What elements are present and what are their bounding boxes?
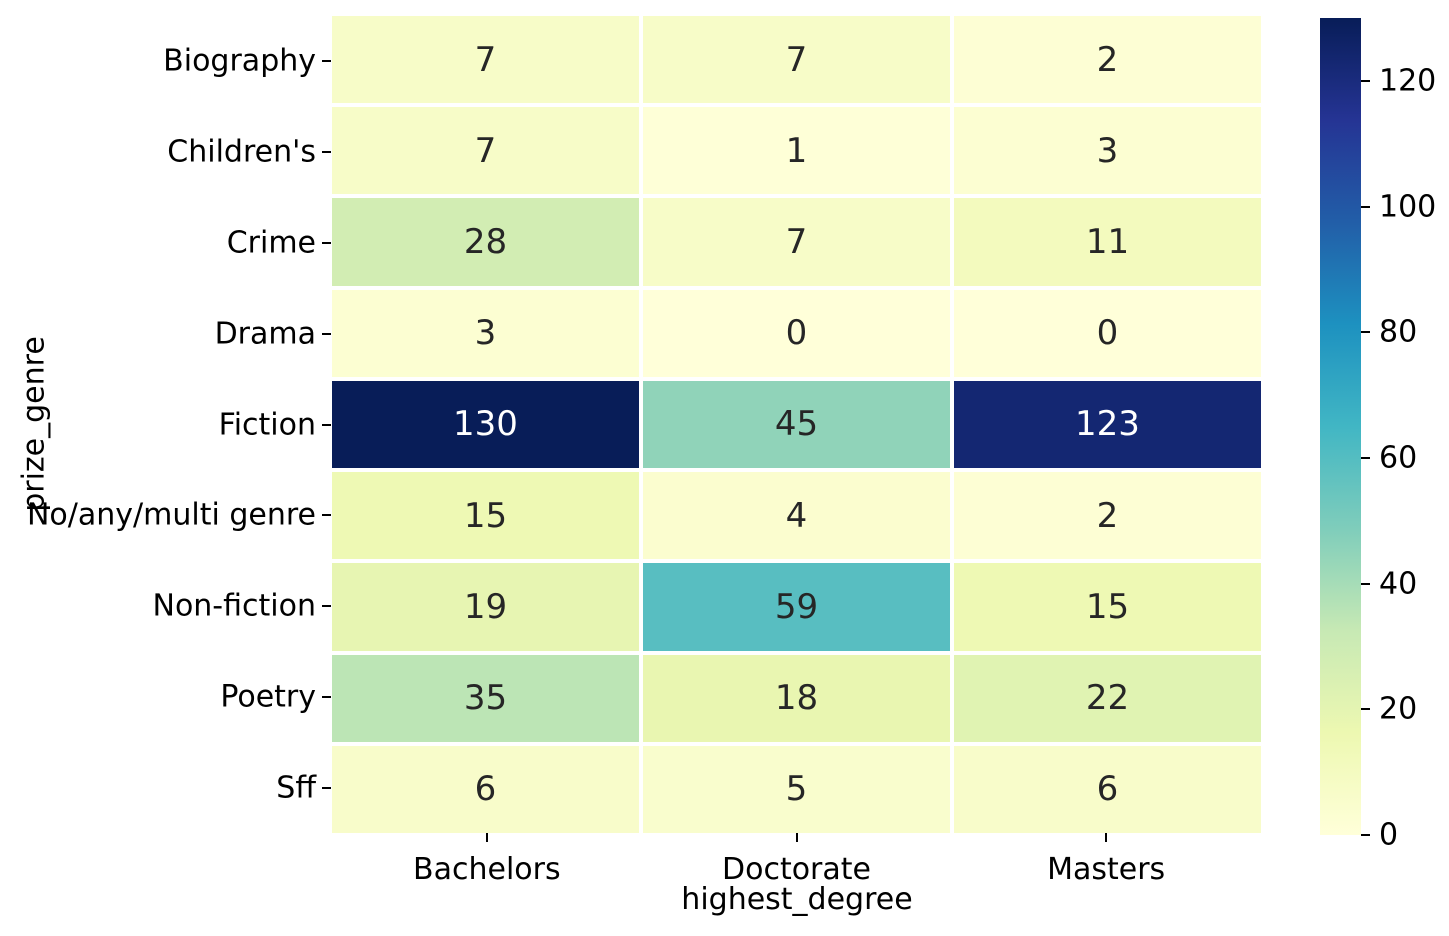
ytick-label-5: No/any/multi genre xyxy=(26,497,316,533)
colorbar-tick-label-20: 20 xyxy=(1379,691,1418,727)
colorbar-tick-mark xyxy=(1361,834,1370,836)
ytick-mark xyxy=(322,786,331,789)
cell-value: 0 xyxy=(785,313,808,354)
x-axis-label: highest_degree xyxy=(681,882,913,917)
colorbar-tick-label-100: 100 xyxy=(1379,189,1437,225)
ytick-mark xyxy=(322,605,331,608)
cell-value: 0 xyxy=(1096,313,1119,354)
cell-value: 22 xyxy=(1085,678,1130,719)
colorbar-tick-label-0: 0 xyxy=(1379,817,1399,853)
cell-value: 15 xyxy=(1085,586,1130,627)
cell-value: 3 xyxy=(1096,130,1119,171)
heatmap-grid: 7 7 2 7 1 3 28 7 11 3 0 0 130 45 123 15 4 2 19 59 15 35 18 22 6 5… xyxy=(332,16,1261,833)
heatmap-cell-0-1: 7 xyxy=(643,16,950,104)
heatmap-cell-2-2: 11 xyxy=(954,198,1261,286)
cell-value: 130 xyxy=(453,404,518,445)
cell-value: 5 xyxy=(785,769,808,810)
cell-value: 6 xyxy=(1096,769,1119,810)
cell-value: 7 xyxy=(785,39,808,80)
cell-value: 15 xyxy=(463,495,508,536)
colorbar-tick-label-60: 60 xyxy=(1379,440,1418,476)
heatmap-cell-0-0: 7 xyxy=(332,16,639,104)
heatmap-cell-1-0: 7 xyxy=(332,107,639,195)
ytick-mark xyxy=(322,695,331,698)
colorbar xyxy=(1320,18,1361,835)
cell-value: 7 xyxy=(474,39,497,80)
heatmap-cell-1-2: 3 xyxy=(954,107,1261,195)
cell-value: 1 xyxy=(785,130,808,171)
cell-value: 28 xyxy=(463,222,508,263)
ytick-mark xyxy=(322,241,331,244)
cell-value: 18 xyxy=(774,678,819,719)
heatmap-cell-8-1: 5 xyxy=(643,745,950,833)
colorbar-tick-label-40: 40 xyxy=(1379,566,1418,602)
cell-value: 7 xyxy=(785,222,808,263)
xtick-mark xyxy=(1105,833,1108,842)
heatmap-cell-6-1: 59 xyxy=(643,563,950,651)
heatmap-cell-1-1: 1 xyxy=(643,107,950,195)
heatmap-cell-8-2: 6 xyxy=(954,745,1261,833)
cell-value: 59 xyxy=(774,586,819,627)
ytick-label-3: Drama xyxy=(214,316,316,352)
heatmap-cell-5-2: 2 xyxy=(954,472,1261,560)
heatmap-cell-5-0: 15 xyxy=(332,472,639,560)
heatmap-cell-3-0: 3 xyxy=(332,289,639,377)
heatmap-cell-3-2: 0 xyxy=(954,289,1261,377)
ytick-mark xyxy=(322,332,331,335)
heatmap-cell-2-0: 28 xyxy=(332,198,639,286)
cell-value: 6 xyxy=(474,769,497,810)
colorbar-tick-mark xyxy=(1361,79,1370,82)
ytick-label-2: Crime xyxy=(226,225,316,261)
cell-value: 19 xyxy=(463,586,508,627)
colorbar-tick-mark xyxy=(1361,331,1370,334)
ytick-label-0: Biography xyxy=(163,43,316,79)
cell-value: 35 xyxy=(463,678,508,719)
cell-value: 3 xyxy=(474,313,497,354)
ytick-mark xyxy=(322,60,331,63)
xtick-mark xyxy=(795,833,798,842)
heatmap-cell-7-2: 22 xyxy=(954,654,1261,742)
colorbar-tick-mark xyxy=(1361,582,1370,585)
cell-value: 2 xyxy=(1096,495,1119,536)
xtick-label-1: Doctorate xyxy=(721,852,872,887)
xtick-label-0: Bachelors xyxy=(413,852,561,887)
ytick-label-1: Children's xyxy=(167,134,316,170)
xtick-mark xyxy=(485,833,488,842)
ytick-label-6: Non-fiction xyxy=(152,588,317,624)
heatmap-cell-7-0: 35 xyxy=(332,654,639,742)
cell-value: 11 xyxy=(1085,222,1130,263)
colorbar-tick-mark xyxy=(1361,456,1370,459)
colorbar-tick-label-80: 80 xyxy=(1379,314,1418,350)
ytick-mark xyxy=(322,151,331,154)
cell-value: 7 xyxy=(474,130,497,171)
cell-value: 123 xyxy=(1075,404,1140,445)
heatmap-cell-5-1: 4 xyxy=(643,472,950,560)
xtick-label-2: Masters xyxy=(1047,852,1166,887)
heatmap-cell-4-1: 45 xyxy=(643,380,950,469)
colorbar-tick-mark xyxy=(1361,205,1370,208)
cell-value: 4 xyxy=(785,495,808,536)
heatmap-cell-3-1: 0 xyxy=(643,289,950,377)
heatmap-cell-4-2: 123 xyxy=(954,380,1261,469)
cell-value: 2 xyxy=(1096,39,1119,80)
heatmap-cell-0-2: 2 xyxy=(954,16,1261,104)
ytick-label-7: Poetry xyxy=(220,679,316,715)
heatmap-cell-4-0: 130 xyxy=(332,380,639,469)
heatmap-cell-2-1: 7 xyxy=(643,198,950,286)
y-axis-label: prize_genre xyxy=(16,336,52,512)
ytick-label-4: Fiction xyxy=(218,407,316,442)
heatmap-cell-6-2: 15 xyxy=(954,563,1261,651)
cell-value: 45 xyxy=(774,404,819,445)
heatmap-cell-8-0: 6 xyxy=(332,745,639,833)
ytick-label-8: Sff xyxy=(276,770,316,806)
heatmap-cell-6-0: 19 xyxy=(332,563,639,651)
ytick-mark xyxy=(322,423,331,426)
colorbar-tick-mark xyxy=(1361,708,1370,711)
colorbar-tick-label-120: 120 xyxy=(1379,63,1437,99)
heatmap-cell-7-1: 18 xyxy=(643,654,950,742)
ytick-mark xyxy=(322,514,331,517)
